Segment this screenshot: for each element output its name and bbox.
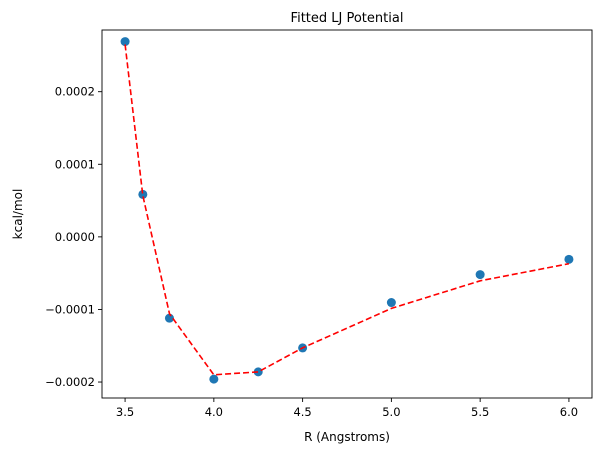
x-axis-label: R (Angstroms): [304, 430, 390, 444]
data-point: [475, 270, 485, 280]
data-point: [209, 374, 219, 384]
data-point: [164, 313, 174, 323]
x-tick-label: 4.0: [205, 405, 223, 419]
y-axis-label: kcal/mol: [11, 189, 25, 240]
y-tick-label: −0.0001: [45, 302, 95, 316]
plot-frame: [101, 29, 593, 399]
y-tick-label: −0.0002: [45, 375, 95, 389]
y-tick-label: 0.0000: [55, 230, 95, 244]
data-point: [564, 254, 574, 264]
x-axis: 3.5 4.0 4.5 5.0 5.5 6.0: [116, 398, 578, 419]
chart-title: Fitted LJ Potential: [291, 11, 404, 26]
x-tick-label: 3.5: [116, 405, 134, 419]
data-point: [386, 298, 396, 308]
y-tick-label: 0.0002: [55, 85, 95, 99]
fit-line: [124, 44, 570, 376]
plot-area: [120, 37, 574, 384]
data-point: [253, 367, 263, 377]
data-point: [120, 37, 130, 47]
y-tick-label: 0.0001: [55, 157, 95, 171]
x-tick-label: 6.0: [560, 405, 578, 419]
x-tick-label: 5.5: [471, 405, 489, 419]
x-tick-label: 4.5: [293, 405, 311, 419]
y-axis: 0.0002 0.0001 0.0000 −0.0001 −0.0002: [45, 85, 102, 389]
x-tick-label: 5.0: [382, 405, 400, 419]
data-point: [138, 189, 148, 199]
